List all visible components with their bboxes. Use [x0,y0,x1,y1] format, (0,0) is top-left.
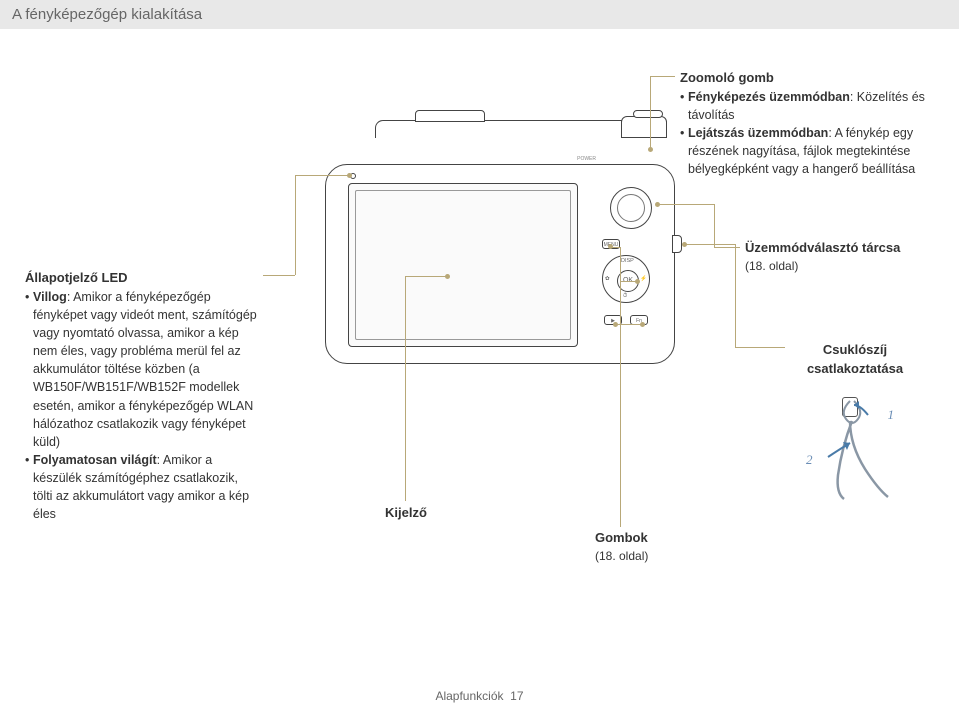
cam-top [375,120,635,138]
line-led-h [295,175,349,176]
page-header: A fényképezőgép kialakítása [0,0,959,29]
dial-ref: (18. oldal) [745,258,925,275]
callout-zoom: Zoomoló gomb Fényképezés üzemmódban: Köz… [680,69,940,178]
zoom-item-2: Lejátszás üzemmódban: A fénykép egy rész… [680,124,940,178]
dial-title: Üzemmódválasztó tárcsa [745,239,925,258]
line-btn-main [620,247,621,527]
line-dial-h1 [659,204,714,205]
cam-strap-mount [672,235,682,253]
line-led-v [295,175,296,275]
line-btn-h2 [620,281,637,282]
buttons-label: Gombok [595,529,648,548]
strap-title1: Csuklószíj [790,341,920,360]
strap-num-1: 1 [888,407,895,423]
line-dial-v [714,204,715,247]
page-footer: Alapfunkciók 17 [0,689,959,703]
zoom-title: Zoomoló gomb [680,69,940,88]
strap-diagram-box: 1 2 [790,389,910,502]
strap-num-2: 2 [806,452,813,468]
line-dial-h2 [714,247,740,248]
line-btn-h3 [615,324,642,325]
strap-title2: csatlakoztatása [790,360,920,379]
line-strap-h2 [735,347,785,348]
strap-diagram: 1 2 [810,397,890,502]
camera-diagram: POWER MENU DISP ✿ ⚡ ⏱ ▶ Fn [315,134,685,379]
line-display-v [405,276,406,501]
cam-shutter [633,110,663,118]
buttons-ref: (18. oldal) [595,548,648,565]
led-list: Villog: Amikor a fényképezőgép fényképet… [25,288,260,524]
header-title: A fényképezőgép kialakítása [12,6,202,23]
cam-screen-inner [355,190,571,340]
line-zoom-v [650,76,651,148]
page-body: Zoomoló gomb Fényképezés üzemmódban: Köz… [0,29,959,699]
callout-display: Kijelző [385,504,427,523]
line-display-h [405,276,447,277]
callout-dial: Üzemmódválasztó tárcsa (18. oldal) [745,239,925,275]
led-title: Állapotjelző LED [25,269,260,288]
line-led-h2 [263,275,295,276]
callout-led: Állapotjelző LED Villog: Amikor a fényké… [25,269,260,523]
display-label: Kijelző [385,504,427,523]
zoom-item-1: Fényképezés üzemmódban: Közelítés és táv… [680,88,940,124]
cam-power-label: POWER [577,156,596,162]
led-item-1: Villog: Amikor a fényképezőgép fényképet… [25,288,260,451]
zoom-list: Fényképezés üzemmódban: Közelítés és táv… [680,88,940,179]
callout-buttons: Gombok (18. oldal) [595,529,648,565]
footer-section: Alapfunkciók [435,689,503,703]
callout-strap: Csuklószíj csatlakoztatása [790,341,920,379]
cam-flash [415,110,485,122]
cam-dpad: DISP ✿ ⚡ ⏱ [602,255,650,303]
cam-body: POWER MENU DISP ✿ ⚡ ⏱ ▶ Fn [325,164,675,364]
strap-svg [810,397,890,502]
footer-page: 17 [510,689,523,703]
line-zoom-h [650,76,675,77]
led-item-2: Folyamatosan világít: Amikor a készülék … [25,451,260,524]
line-strap-v [735,244,736,347]
cam-zoom-lever [621,116,667,138]
cam-screen [348,183,578,347]
line-btn-h1 [610,247,620,248]
cam-mode-dial [610,187,652,229]
line-strap-h1 [685,244,735,245]
